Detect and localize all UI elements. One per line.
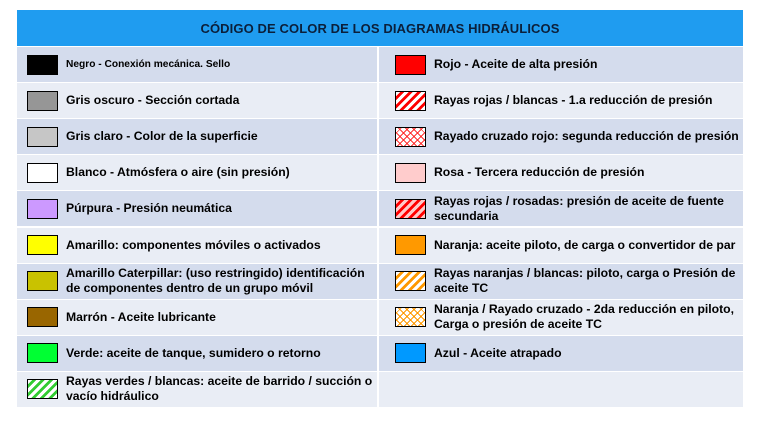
table-row: Blanco - Atmósfera o aire (sin presión) …: [17, 155, 743, 191]
legend-label: Púrpura - Presión neumática: [66, 201, 232, 216]
table-row: Marrón - Aceite lubricante Naranja / Ray…: [17, 299, 743, 335]
legend-cell: Rayas naranjas / blancas: piloto, carga …: [379, 263, 743, 299]
legend-label: Naranja / Rayado cruzado - 2da reducción…: [434, 302, 735, 332]
light-gray-swatch-icon: [27, 126, 58, 147]
white-swatch-icon: [27, 162, 58, 183]
green-swatch-icon: [27, 343, 58, 364]
legend-cell: Rayado cruzado rojo: segunda reducción d…: [379, 119, 743, 155]
red-white-stripe-swatch-icon: [395, 90, 426, 111]
legend-label: Rayas verdes / blancas: aceite de barrid…: [66, 374, 373, 404]
legend-cell: Rojo - Aceite de alta presión: [379, 47, 743, 83]
legend-label: Rosa - Tercera reducción de presión: [434, 165, 645, 180]
legend-label: Verde: aceite de tanque, sumidero o reto…: [66, 345, 321, 360]
table-row: Negro - Conexión mecánica. Sello Rojo - …: [17, 47, 743, 83]
legend-cell: Rayas verdes / blancas: aceite de barrid…: [17, 371, 377, 407]
legend-cell: Naranja / Rayado cruzado - 2da reducción…: [379, 299, 743, 335]
legend-cell: Amarillo: componentes móviles o activado…: [17, 227, 377, 263]
legend-label: Gris claro - Color de la superficie: [66, 129, 258, 144]
legend-cell: Marrón - Aceite lubricante: [17, 299, 377, 335]
table-row: Gris oscuro - Sección cortada Rayas roja…: [17, 83, 743, 119]
legend-cell: Rayas rojas / blancas - 1.a reducción de…: [379, 83, 743, 119]
legend-label: Rayas rojas / rosadas: presión de aceite…: [434, 193, 724, 223]
legend-cell: Negro - Conexión mecánica. Sello: [17, 47, 377, 83]
orange-swatch-icon: [395, 235, 426, 256]
caterpillar-yellow-swatch-icon: [27, 271, 58, 292]
legend-label: Blanco - Atmósfera o aire (sin presión): [66, 165, 290, 180]
legend-label: Negro - Conexión mecánica. Sello: [66, 59, 231, 71]
legend-label: Rayas rojas / blancas - 1.a reducción de…: [434, 93, 713, 108]
legend-cell: Gris oscuro - Sección cortada: [17, 83, 377, 119]
empty-cell: [379, 371, 743, 407]
dark-gray-swatch-icon: [27, 90, 58, 111]
legend-label: Amarillo Caterpillar: (uso restringido) …: [66, 266, 365, 296]
table-row: Púrpura - Presión neumática Rayas rojas …: [17, 191, 743, 227]
black-swatch-icon: [27, 54, 58, 75]
orange-white-stripe-swatch-icon: [395, 271, 426, 292]
legend-cell: Púrpura - Presión neumática: [17, 191, 377, 227]
legend-label: Rayas naranjas / blancas: piloto, carga …: [434, 266, 736, 296]
table-row: Amarillo Caterpillar: (uso restringido) …: [17, 263, 743, 299]
legend-cell: Naranja: aceite piloto, de carga o conve…: [379, 227, 743, 263]
blue-swatch-icon: [395, 343, 426, 364]
red-pink-stripe-swatch-icon: [395, 198, 426, 219]
legend-label: Naranja: aceite piloto, de carga o conve…: [434, 237, 736, 252]
table-row: Amarillo: componentes móviles o activado…: [17, 227, 743, 263]
orange-crosshatch-swatch-icon: [395, 307, 426, 328]
table-title: CÓDIGO DE COLOR DE LOS DIAGRAMAS HIDRÁUL…: [17, 10, 743, 46]
table-row: Rayas verdes / blancas: aceite de barrid…: [17, 371, 743, 407]
red-swatch-icon: [395, 54, 426, 75]
legend-label: Amarillo: componentes móviles o activado…: [66, 237, 321, 252]
purple-swatch-icon: [27, 198, 58, 219]
legend-cell: Gris claro - Color de la superficie: [17, 119, 377, 155]
green-white-stripe-swatch-icon: [27, 379, 58, 400]
legend-cell: Azul - Aceite atrapado: [379, 335, 743, 371]
table-row: Gris claro - Color de la superficie Raya…: [17, 119, 743, 155]
legend-cell: Rayas rojas / rosadas: presión de aceite…: [379, 191, 743, 227]
legend-label: Marrón - Aceite lubricante: [66, 309, 216, 324]
table-row: Verde: aceite de tanque, sumidero o reto…: [17, 335, 743, 371]
legend-cell: Amarillo Caterpillar: (uso restringido) …: [17, 263, 377, 299]
legend-cell: Blanco - Atmósfera o aire (sin presión): [17, 155, 377, 191]
legend-cell: Rosa - Tercera reducción de presión: [379, 155, 743, 191]
red-crosshatch-swatch-icon: [395, 126, 426, 147]
table-rows: Negro - Conexión mecánica. Sello Rojo - …: [17, 46, 743, 407]
yellow-swatch-icon: [27, 235, 58, 256]
legend-cell: Verde: aceite de tanque, sumidero o reto…: [17, 335, 377, 371]
pink-swatch-icon: [395, 162, 426, 183]
legend-label: Rayado cruzado rojo: segunda reducción d…: [434, 129, 739, 144]
legend-label: Azul - Aceite atrapado: [434, 345, 562, 360]
legend-label: Rojo - Aceite de alta presión: [434, 57, 598, 72]
brown-swatch-icon: [27, 307, 58, 328]
legend-label: Gris oscuro - Sección cortada: [66, 93, 240, 108]
color-code-table: CÓDIGO DE COLOR DE LOS DIAGRAMAS HIDRÁUL…: [17, 10, 743, 407]
